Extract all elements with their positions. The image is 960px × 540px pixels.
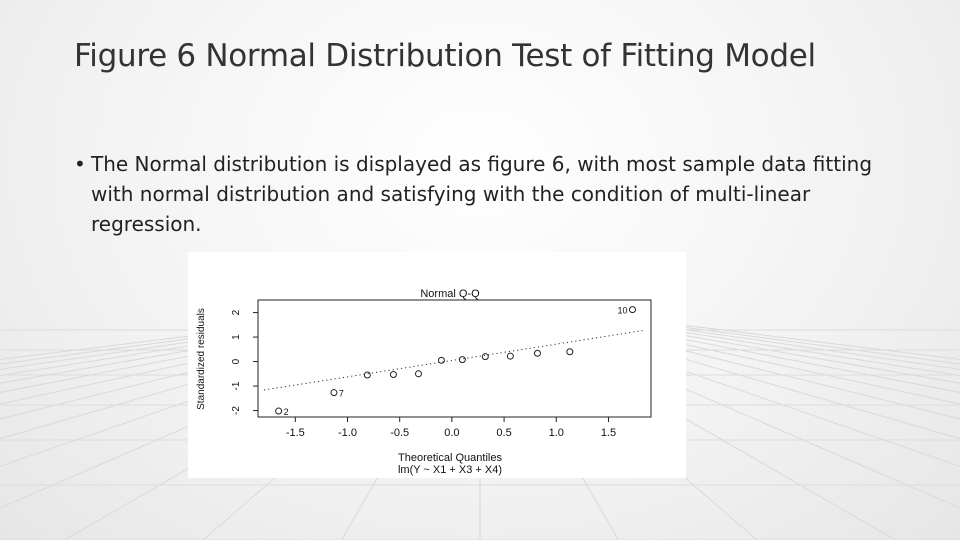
qq-point xyxy=(566,348,574,356)
point-label: 7 xyxy=(339,389,344,399)
x-tick-label: 0.0 xyxy=(444,427,459,439)
x-tick-label: -0.5 xyxy=(390,427,409,439)
y-tick-label: -1 xyxy=(231,381,242,390)
qq-point xyxy=(414,370,422,378)
y-tick-label: 0 xyxy=(231,358,242,364)
y-tick-label: -2 xyxy=(231,406,242,415)
x-axis: -1.5 -1.0 -0.5 0.0 0.5 1.0 1.5 xyxy=(286,417,616,439)
qq-point xyxy=(275,407,283,415)
reference-line xyxy=(263,329,646,391)
qq-point xyxy=(363,371,371,379)
floor-grid-line xyxy=(479,299,960,365)
chart-subtitle: lm(Y ~ X1 + X3 + X4) xyxy=(398,464,502,476)
qq-point xyxy=(506,352,514,360)
bullet-item: • The Normal distribution is displayed as… xyxy=(72,149,911,239)
x-tick-label: 1.5 xyxy=(601,427,616,439)
bullet-text: The Normal distribution is displayed as … xyxy=(91,152,873,236)
x-tick-label: 0.5 xyxy=(496,427,511,439)
reference-line-group xyxy=(263,329,646,391)
qq-point xyxy=(437,356,445,364)
plot-frame xyxy=(257,299,652,418)
floor-grid-line xyxy=(0,299,481,365)
qq-point xyxy=(389,371,397,379)
qq-plot-figure: Normal Q-Q Standardized residuals Theore… xyxy=(188,252,686,478)
point-label: 2 xyxy=(284,407,289,417)
chart-title: Normal Q-Q xyxy=(420,288,480,300)
slide-title: Figure 6 Normal Distribution Test of Fit… xyxy=(74,38,816,74)
qq-point xyxy=(628,306,636,314)
point-label: 10 xyxy=(617,306,627,316)
floor-grid-line xyxy=(479,299,960,370)
x-axis-label: Theoretical Quantiles xyxy=(398,452,502,464)
y-tick-label: 1 xyxy=(231,334,242,340)
floor-grid-line xyxy=(479,299,960,360)
floor-grid-line xyxy=(479,299,960,393)
floor-grid-line xyxy=(479,299,960,384)
x-tick-label: 1.0 xyxy=(549,427,564,439)
y-axis-label: Standardized residuals xyxy=(196,308,207,410)
y-tick-label: 2 xyxy=(231,309,242,315)
floor-grid-line xyxy=(0,299,481,360)
qq-plot: Normal Q-Q Standardized residuals Theore… xyxy=(196,288,652,476)
y-axis: -2 -1 0 1 2 xyxy=(231,309,258,415)
qq-point xyxy=(481,353,489,361)
data-points: 2 7 10 xyxy=(275,306,636,417)
qq-point xyxy=(458,356,466,364)
x-tick-label: -1.5 xyxy=(286,427,305,439)
x-tick-label: -1.0 xyxy=(338,427,357,439)
qq-point xyxy=(533,349,541,357)
floor-grid-line xyxy=(479,299,960,377)
bullet-dot-icon: • xyxy=(74,152,86,176)
floor-grid-line xyxy=(0,299,481,370)
qq-point xyxy=(330,389,338,397)
